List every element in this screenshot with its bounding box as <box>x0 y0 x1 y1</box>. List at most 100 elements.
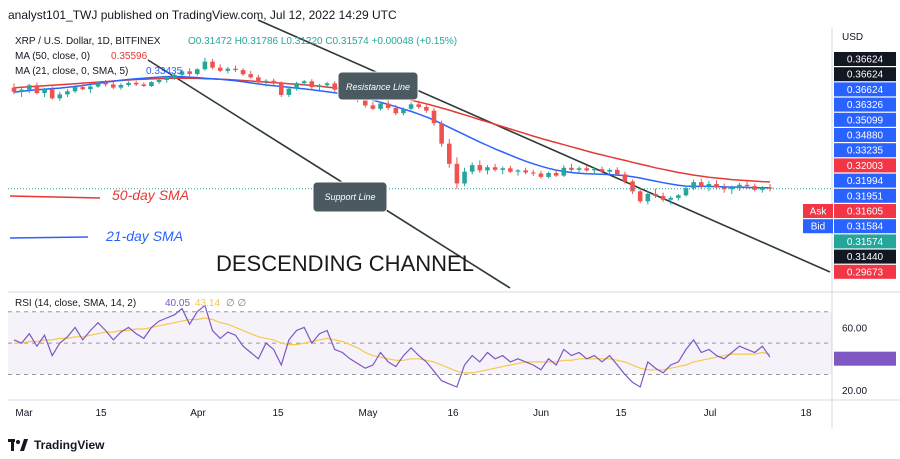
candle-body <box>362 100 368 106</box>
price-axis-tag: 0.31951 <box>834 188 896 203</box>
candle-body <box>660 196 666 200</box>
candle-body <box>477 165 483 171</box>
candle-body <box>630 181 635 192</box>
candle-body <box>49 89 55 99</box>
candle <box>645 191 651 205</box>
price-axis-tag-label: 0.36326 <box>847 100 884 111</box>
plot-background <box>8 28 832 420</box>
candle-body <box>546 173 551 177</box>
candle-body <box>141 84 147 87</box>
price-axis-tag-bg <box>834 52 896 66</box>
price-axis-tag-label: 0.31951 <box>847 191 884 202</box>
price-axis-tag: 0.31440 <box>834 249 896 264</box>
price-axis-tag-name: Bid <box>811 222 825 233</box>
candle <box>233 65 238 73</box>
x-tick-label: Jul <box>704 408 717 419</box>
candle-body <box>248 74 254 78</box>
candle <box>538 170 544 179</box>
candle-body <box>439 123 444 144</box>
candle <box>164 76 170 83</box>
candle <box>752 183 758 192</box>
price-axis-tag: 0.31584 Bid <box>803 219 896 234</box>
candle-body <box>233 68 238 71</box>
legend-ma21: MA (21, close, 0, SMA, 5) <box>15 66 128 77</box>
candle <box>446 138 452 168</box>
x-tick-label: 18 <box>800 408 812 419</box>
candle-body <box>95 82 101 87</box>
rsi-value-tag-bg <box>834 351 896 366</box>
legend-ohlc: O0.31472 H0.31786 L0.31220 C0.31574 +0.0… <box>188 36 457 47</box>
legend-rsi-icons: ∅ ∅ <box>226 298 246 309</box>
candle-body <box>698 182 704 187</box>
candle <box>34 82 40 95</box>
candle-body <box>271 80 276 84</box>
x-tick-label: Jun <box>533 408 549 419</box>
candle <box>653 188 658 198</box>
candle <box>622 171 628 184</box>
price-axis-tag-bg <box>834 97 896 112</box>
candle-body <box>416 104 422 107</box>
candle <box>485 165 490 175</box>
candle <box>760 186 765 193</box>
candle <box>133 80 139 87</box>
x-tick-label: 15 <box>615 408 627 419</box>
candle <box>126 81 131 87</box>
candle-body <box>26 85 32 90</box>
candle-body <box>118 84 124 88</box>
price-axis-tag-bg <box>834 204 896 218</box>
candle <box>95 81 101 88</box>
candle-body <box>11 87 17 92</box>
candle-body <box>569 167 574 170</box>
candle <box>301 79 307 86</box>
candle <box>439 120 444 147</box>
candle <box>714 180 719 190</box>
candle <box>187 68 192 77</box>
price-axis-tag-side <box>803 219 833 234</box>
price-axis-tag: 0.31605 Ask <box>803 204 896 218</box>
candle <box>110 81 116 90</box>
rsi-ma-line <box>14 317 771 374</box>
support-callout-box <box>312 181 388 213</box>
candle <box>240 68 246 77</box>
candle-body <box>217 67 223 71</box>
candle <box>584 165 590 172</box>
candle-body <box>301 81 307 84</box>
candle-body <box>752 186 758 190</box>
candle-body <box>424 106 429 111</box>
candle-body <box>737 184 742 188</box>
candle-body <box>584 168 590 171</box>
candle <box>385 100 391 111</box>
candle-body <box>408 104 414 109</box>
candle <box>263 79 269 87</box>
candle <box>698 178 704 189</box>
candle <box>614 167 620 176</box>
candle-body <box>324 83 330 86</box>
candle-body <box>385 103 391 109</box>
candle-body <box>194 69 200 74</box>
candle <box>546 171 551 179</box>
candle-body <box>576 168 582 170</box>
candle-body <box>378 103 383 109</box>
candle <box>462 167 467 187</box>
candle <box>88 85 93 94</box>
price-axis-tag: 0.33235 <box>834 143 896 158</box>
candle-body <box>80 87 86 90</box>
candle-body <box>714 184 719 188</box>
candles <box>11 57 773 205</box>
price-axis-tag-bg <box>834 158 896 173</box>
candle <box>668 196 674 205</box>
candle-body <box>286 88 292 95</box>
candle <box>721 183 727 193</box>
candle <box>324 81 330 88</box>
price-axis-tag-label: 0.36624 <box>847 70 884 81</box>
header: analyst101_TWJ published on TradingView.… <box>0 0 900 28</box>
candle <box>149 81 154 88</box>
candle-body <box>645 193 651 202</box>
candle-body <box>309 81 315 88</box>
candle <box>691 179 696 191</box>
candle-body <box>676 195 681 198</box>
price-axis-tag: 0.29673 <box>834 264 896 279</box>
candle <box>217 64 223 73</box>
candle-body <box>263 80 269 83</box>
